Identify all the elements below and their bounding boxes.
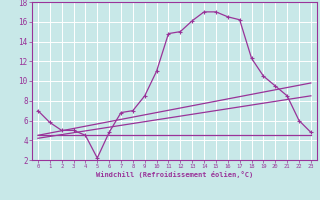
X-axis label: Windchill (Refroidissement éolien,°C): Windchill (Refroidissement éolien,°C): [96, 171, 253, 178]
